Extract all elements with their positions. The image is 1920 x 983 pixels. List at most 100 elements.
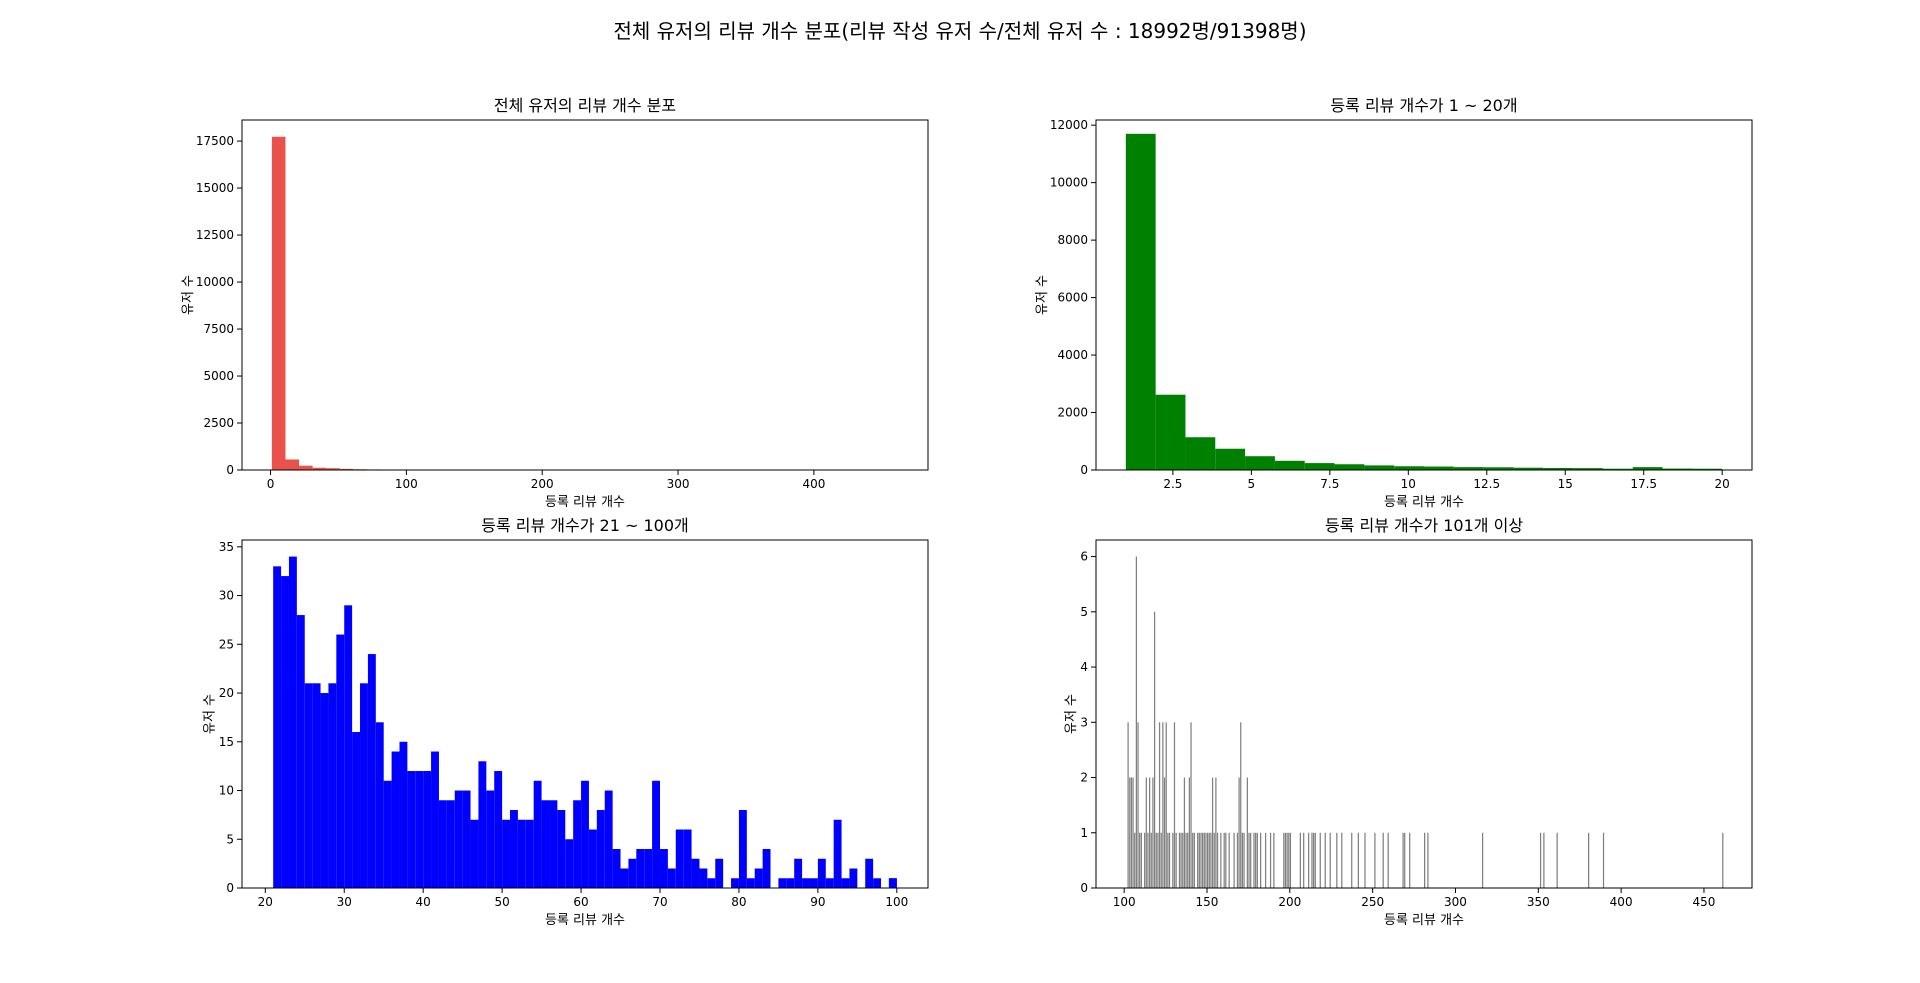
x-tick-label: 90 xyxy=(810,895,825,909)
histogram-bar xyxy=(1216,832,1219,888)
histogram-bar xyxy=(1210,832,1212,888)
y-tick-label: 4 xyxy=(1080,660,1088,674)
histogram-bar xyxy=(1248,832,1250,888)
histogram-bar xyxy=(1162,722,1164,888)
y-tick-label: 6 xyxy=(1080,550,1088,564)
histogram-bar xyxy=(1225,832,1227,888)
histogram-bar xyxy=(1203,832,1205,888)
histogram-bar xyxy=(1483,467,1514,470)
histogram-bar xyxy=(652,780,660,888)
histogram-bar xyxy=(1481,832,1484,888)
x-tick-label: 200 xyxy=(1278,895,1301,909)
histogram-bar xyxy=(1324,832,1326,888)
histogram-bar xyxy=(754,868,763,888)
histogram-bar xyxy=(1202,832,1204,888)
histogram-bar xyxy=(1313,832,1315,888)
x-tick-label: 7.5 xyxy=(1320,477,1339,491)
histogram-bar xyxy=(549,800,558,888)
histogram-bar xyxy=(446,800,455,888)
histogram-bar xyxy=(1167,832,1169,888)
y-tick-label: 30 xyxy=(219,589,234,603)
histogram-bar xyxy=(336,634,345,888)
histogram-bar xyxy=(1215,448,1246,470)
histogram-bar xyxy=(517,819,526,888)
y-tick-label: 5000 xyxy=(203,369,234,383)
histogram-bar xyxy=(1197,832,1199,888)
histogram-bar xyxy=(1127,722,1129,888)
axes-frame xyxy=(1095,539,1753,889)
histogram-bar xyxy=(1240,722,1242,888)
x-tick-label: 450 xyxy=(1693,895,1716,909)
y-axis-label: 유저 수 xyxy=(1035,275,1050,315)
histogram-bar xyxy=(1602,832,1605,888)
histogram-bar xyxy=(1394,466,1424,470)
y-tick-label: 35 xyxy=(219,540,234,554)
y-tick-label: 0 xyxy=(1080,463,1088,477)
x-tick-label: 50 xyxy=(494,895,509,909)
histogram-bar xyxy=(1364,832,1366,888)
histogram-bar xyxy=(604,790,613,888)
x-tick-label: 300 xyxy=(1444,895,1467,909)
histogram-bar xyxy=(271,136,286,470)
histogram-bar xyxy=(533,780,542,888)
y-tick-label: 17500 xyxy=(196,134,234,148)
histogram-bar xyxy=(525,819,534,888)
histogram-bar xyxy=(1273,832,1275,888)
histogram-bar xyxy=(1153,611,1156,888)
histogram-bar xyxy=(415,771,424,888)
y-tick-label: 10000 xyxy=(1050,176,1088,190)
histogram-bar xyxy=(1427,832,1429,888)
histogram-bar xyxy=(1284,832,1287,888)
histogram-bar xyxy=(1274,460,1305,470)
histogram-bar xyxy=(1253,832,1255,888)
x-axis-label: 등록 리뷰 개수 xyxy=(545,495,625,510)
histogram-bar xyxy=(407,771,416,888)
histogram-bar xyxy=(1145,777,1147,888)
y-tick-label: 5 xyxy=(1080,605,1088,619)
x-tick-label: 12.5 xyxy=(1473,477,1500,491)
subplot-title: 전체 유저의 리뷰 개수 분포 xyxy=(494,96,676,115)
y-axis-label: 유저 수 xyxy=(203,694,218,734)
histogram-bar xyxy=(1260,832,1262,888)
histogram-bar xyxy=(1453,467,1484,470)
histogram-bar xyxy=(644,849,653,888)
figure-title: 전체 유저의 리뷰 개수 분포(리뷰 작성 유저 수/전체 유저 수 : 189… xyxy=(613,19,1307,43)
histogram-bar xyxy=(423,771,432,888)
subplot-3: 20 30 40 50 60 70 80 90 100 0 5 10 15 20 25 30 35 등록 리뷰 개… xyxy=(203,516,929,928)
histogram-bar xyxy=(1364,465,1395,470)
histogram-bar xyxy=(1211,777,1214,888)
y-tick-label: 7500 xyxy=(203,322,234,336)
histogram-bar xyxy=(628,858,637,888)
histogram-bar xyxy=(1140,832,1142,888)
x-tick-label: 100 xyxy=(1113,895,1136,909)
histogram-bars xyxy=(1127,556,1724,888)
y-axis-label: 유저 수 xyxy=(181,275,196,315)
histogram-bar xyxy=(738,810,747,888)
histogram-bar xyxy=(312,467,327,470)
histogram-bar xyxy=(1187,832,1189,888)
histogram-bar xyxy=(281,576,289,888)
histogram-bar xyxy=(1198,832,1200,888)
y-tick-label: 8000 xyxy=(1057,233,1088,247)
histogram-bar xyxy=(1250,832,1252,888)
x-tick-label: 20 xyxy=(258,895,273,909)
histogram-bars xyxy=(273,556,897,888)
x-tick-label: 0 xyxy=(267,477,275,491)
histogram-bar xyxy=(1424,466,1454,470)
histogram-bar xyxy=(873,878,882,888)
histogram-bar xyxy=(1182,832,1184,888)
histogram-bar xyxy=(707,878,716,888)
y-tick-label: 4000 xyxy=(1057,348,1088,362)
y-tick-label: 2500 xyxy=(203,416,234,430)
x-tick-label: 250 xyxy=(1361,895,1384,909)
histogram-bar xyxy=(809,878,818,888)
histogram-bar xyxy=(1175,832,1177,888)
x-tick-label: 100 xyxy=(395,477,418,491)
histogram-bar xyxy=(1573,468,1603,470)
subplot-2: 2.5 5 7.5 10 12.5 15 17.5 20 0 2000 4000 6000 8000 10… xyxy=(1035,96,1753,510)
histogram-bar xyxy=(326,468,340,470)
histogram-bar xyxy=(596,810,605,888)
histogram-bar xyxy=(470,819,479,888)
histogram-bar xyxy=(1173,722,1176,888)
histogram-bar xyxy=(1200,832,1202,888)
